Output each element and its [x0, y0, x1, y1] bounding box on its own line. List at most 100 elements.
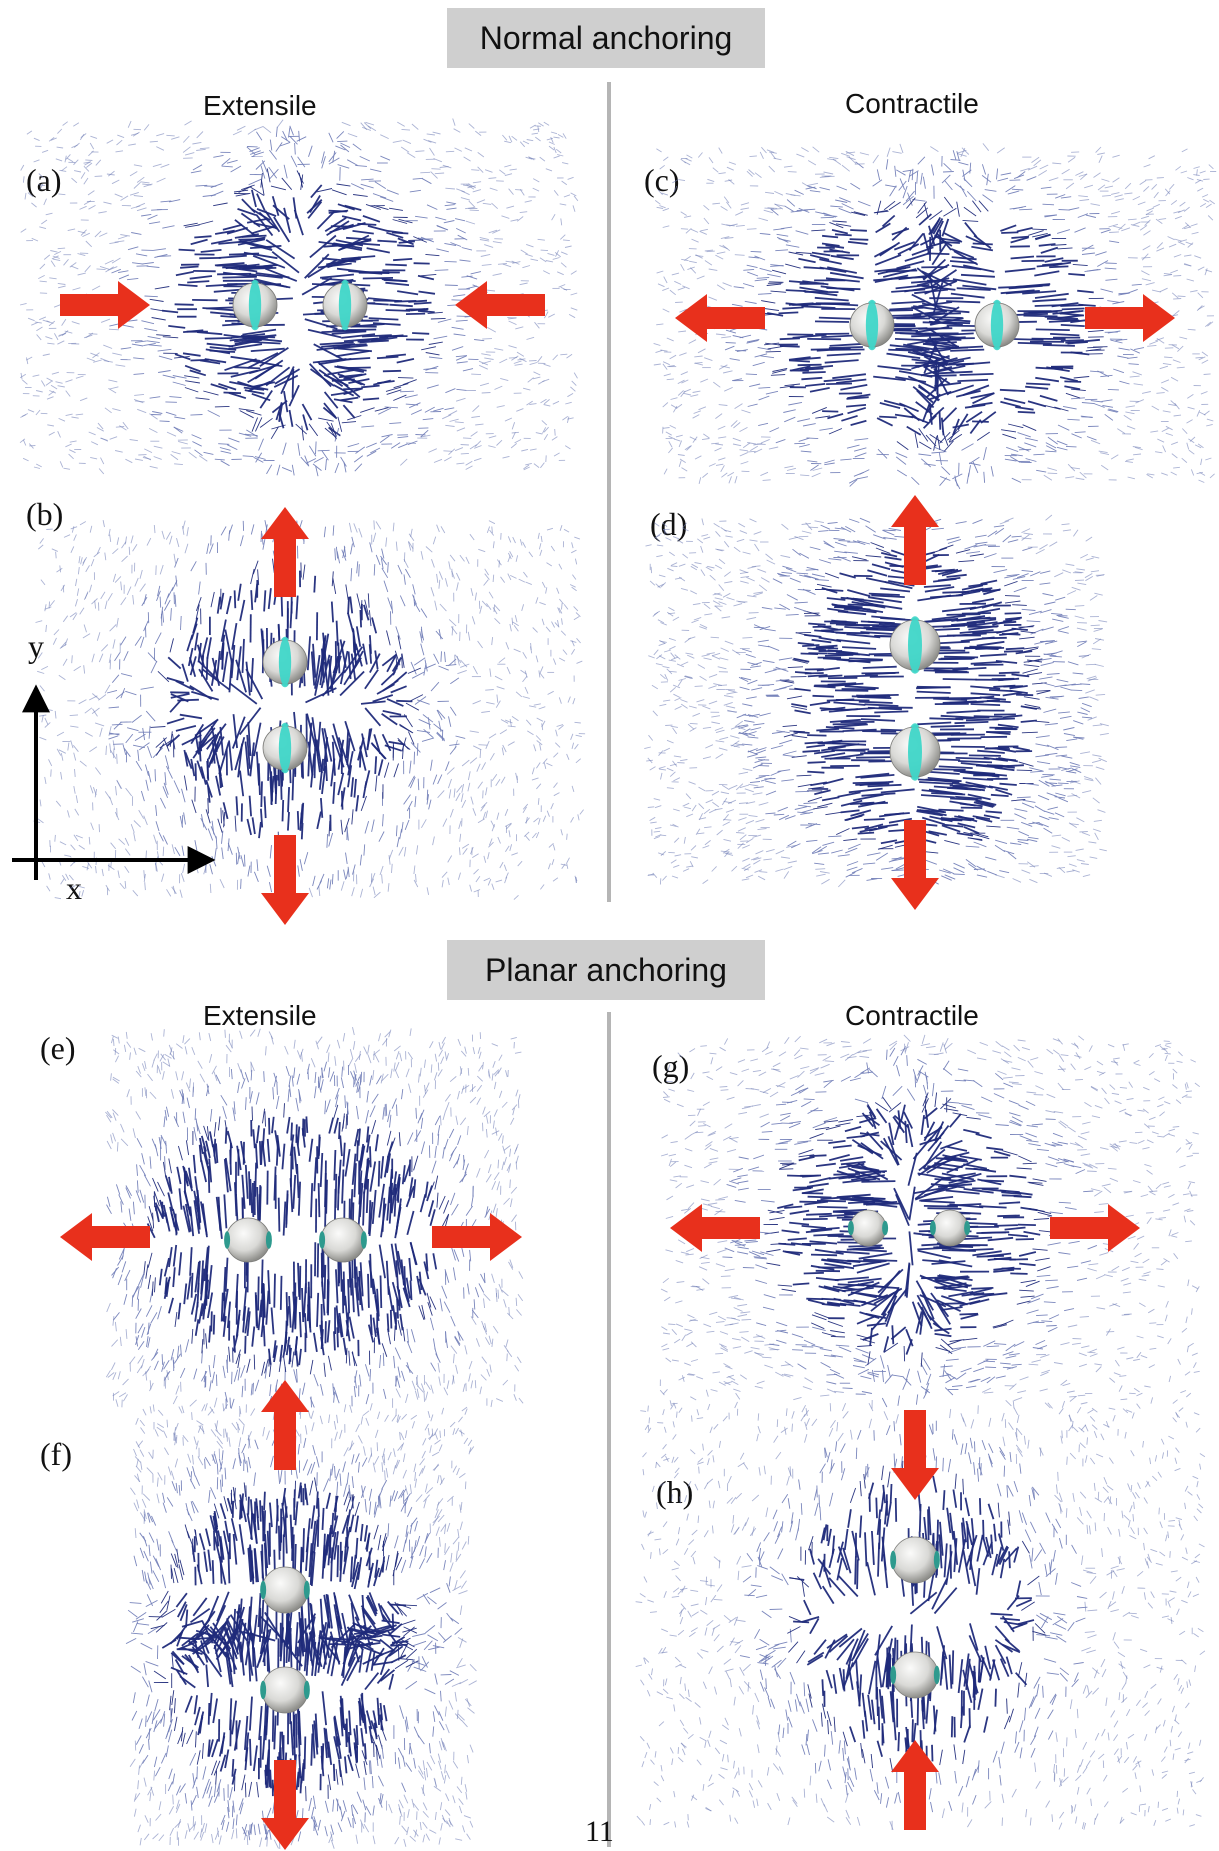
- field-vector: [668, 645, 676, 650]
- field-vector: [182, 525, 185, 535]
- field-vector: [1164, 356, 1173, 359]
- field-vector: [1066, 738, 1078, 742]
- field-vector: [162, 846, 165, 857]
- field-vector: [673, 185, 678, 193]
- field-vector: [488, 838, 493, 846]
- field-vector: [678, 440, 683, 448]
- field-vector: [812, 467, 823, 471]
- field-vector: [480, 253, 491, 257]
- field-vector: [765, 350, 781, 353]
- field-vector: [125, 690, 137, 696]
- field-vector: [468, 200, 476, 208]
- field-vector: [253, 871, 259, 882]
- field-vector: [343, 646, 364, 674]
- field-vector: [983, 553, 997, 559]
- field-vector: [137, 749, 140, 762]
- field-vector: [861, 792, 896, 797]
- field-vector: [296, 136, 307, 142]
- field-vector: [924, 617, 959, 623]
- field-vector: [237, 852, 240, 865]
- field-vector: [1027, 400, 1047, 408]
- field-vector: [516, 408, 524, 412]
- field-vector: [725, 329, 737, 334]
- field-vector: [912, 198, 926, 202]
- field-vector: [726, 166, 734, 171]
- field-vector: [783, 871, 790, 879]
- field-vector: [390, 600, 394, 614]
- field-vector: [174, 557, 179, 568]
- field-vector: [58, 193, 66, 196]
- field-vector: [1010, 842, 1022, 846]
- field-vector: [117, 134, 125, 139]
- field-vector: [962, 169, 972, 177]
- field-vector: [800, 450, 812, 453]
- field-vector: [685, 158, 692, 162]
- field-vector: [899, 178, 906, 190]
- field-vector: [295, 423, 308, 435]
- field-vector: [339, 238, 372, 251]
- field-vector: [104, 552, 107, 561]
- field-vector: [228, 658, 233, 693]
- field-vector: [929, 269, 958, 289]
- field-vector: [445, 761, 450, 771]
- field-vector: [653, 342, 661, 346]
- field-vector: [341, 333, 376, 339]
- field-vector: [690, 845, 697, 851]
- field-vector: [1177, 295, 1186, 298]
- field-vector: [138, 809, 145, 819]
- field-vector: [246, 734, 251, 769]
- field-vector: [562, 162, 569, 165]
- field-vector: [460, 197, 470, 201]
- field-vector: [106, 689, 118, 694]
- field-vector: [748, 256, 760, 259]
- field-vector: [94, 600, 97, 609]
- field-vector: [112, 573, 117, 583]
- field-vector: [239, 599, 246, 622]
- field-vector: [832, 373, 867, 380]
- field-vector: [159, 797, 167, 809]
- field-vector: [753, 448, 763, 454]
- field-vector: [165, 765, 173, 779]
- field-vector: [1058, 711, 1070, 714]
- field-vector: [739, 452, 748, 457]
- field-vector: [1047, 436, 1058, 445]
- field-vector: [408, 775, 415, 787]
- field-vector: [1068, 822, 1077, 828]
- field-vector: [39, 736, 47, 741]
- field-vector: [149, 396, 161, 399]
- field-vector: [1056, 866, 1066, 869]
- field-vector: [1090, 439, 1101, 445]
- field-vector: [410, 409, 422, 415]
- field-vector: [513, 648, 521, 653]
- field-vector: [787, 666, 804, 669]
- field-vector: [946, 536, 960, 541]
- field-vector: [222, 223, 243, 231]
- field-vector: [73, 534, 77, 541]
- field-vector: [847, 589, 871, 598]
- field-vector: [1005, 185, 1016, 193]
- field-vector: [472, 405, 480, 413]
- field-vector: [846, 396, 869, 400]
- field-vector: [120, 347, 132, 350]
- field-vector: [174, 303, 194, 306]
- field-vector: [1065, 476, 1075, 479]
- field-vector: [1102, 405, 1114, 408]
- field-vector: [224, 629, 233, 664]
- field-vector: [437, 318, 452, 323]
- field-vector: [1127, 218, 1137, 221]
- field-vector: [333, 384, 355, 397]
- field-vector: [539, 672, 545, 679]
- field-vector: [328, 132, 334, 143]
- field-vector: [944, 839, 960, 845]
- field-vector: [716, 284, 726, 291]
- field-vector: [101, 868, 104, 877]
- field-vector: [895, 456, 907, 465]
- field-vector: [19, 302, 27, 306]
- field-vector: [474, 440, 482, 447]
- field-vector: [1208, 164, 1214, 170]
- field-vector: [808, 182, 819, 186]
- field-vector: [353, 455, 364, 463]
- field-vector: [394, 650, 401, 666]
- field-vector: [1079, 831, 1088, 833]
- field-vector: [942, 678, 977, 681]
